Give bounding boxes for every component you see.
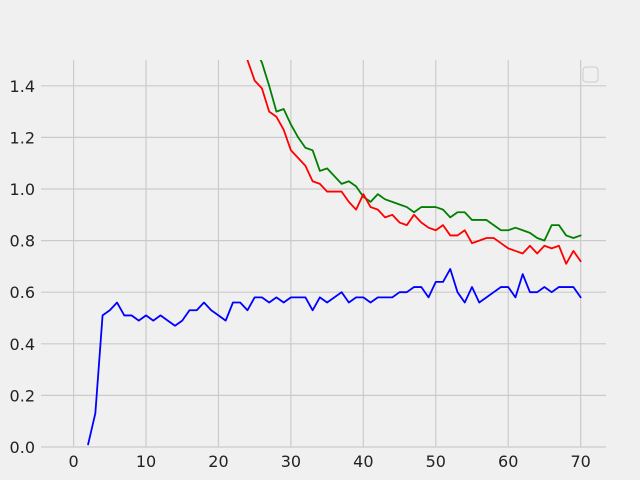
y-tick-label: 0.2 (10, 386, 35, 405)
x-tick-label: 30 (281, 452, 301, 471)
y-tick-label: 0.4 (10, 335, 35, 354)
x-tick-label: 0 (69, 452, 79, 471)
y-axis-ticks: 0.0 0.2 0.4 0.6 0.8 1.0 1.2 1.4 (10, 77, 35, 457)
x-tick-label: 20 (208, 452, 228, 471)
y-tick-label: 0.6 (10, 283, 35, 302)
x-tick-label: 60 (498, 452, 518, 471)
legend (582, 66, 599, 83)
y-tick-label: 0.8 (10, 232, 35, 251)
x-tick-label: 70 (570, 452, 590, 471)
series-line-1 (259, 60, 582, 242)
y-tick-label: 1.4 (10, 77, 35, 96)
x-axis-ticks: 0 10 20 30 40 50 60 70 (69, 452, 591, 471)
y-tick-label: 0.0 (10, 438, 35, 457)
legend-box (582, 66, 599, 83)
series-group (87, 60, 582, 446)
x-tick-label: 40 (353, 452, 373, 471)
series-line-2 (246, 60, 582, 265)
x-tick-label: 10 (136, 452, 156, 471)
series-line-3 (87, 268, 582, 446)
x-tick-label: 50 (426, 452, 446, 471)
y-tick-label: 1.0 (10, 180, 35, 199)
y-tick-label: 1.2 (10, 128, 35, 147)
